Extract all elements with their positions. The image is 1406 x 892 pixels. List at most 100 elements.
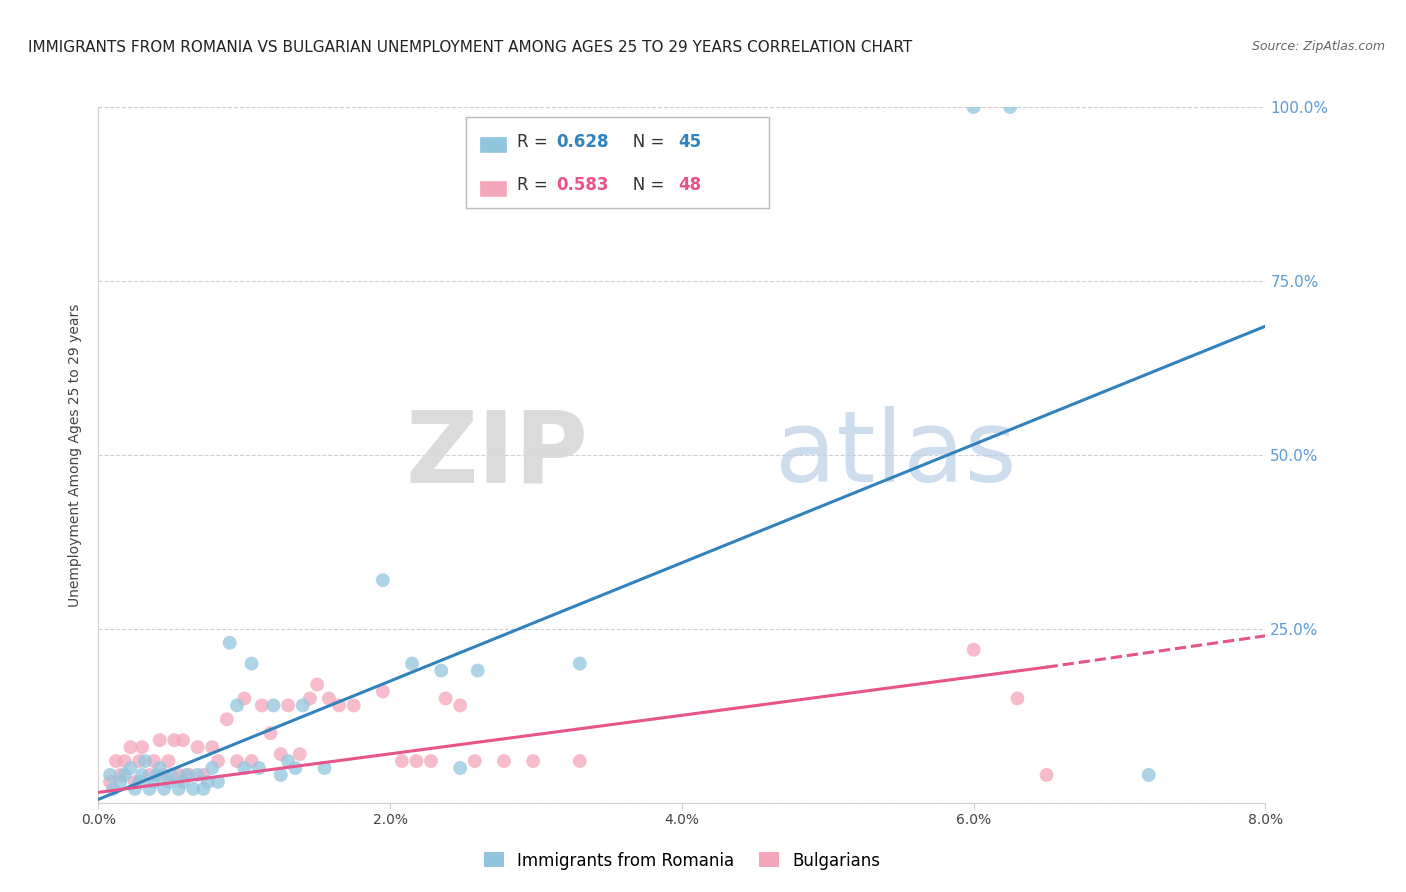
Point: [314, 761, 336, 775]
Point: [187, 768, 209, 782]
Point: [153, 768, 176, 782]
Point: [174, 768, 197, 782]
Point: [98, 775, 121, 789]
Text: R =: R =: [517, 177, 554, 194]
Point: [201, 740, 224, 755]
Point: [193, 768, 215, 782]
Point: [277, 754, 299, 768]
Point: [568, 657, 591, 671]
Point: [226, 698, 249, 713]
Point: [962, 100, 984, 114]
Point: [124, 781, 146, 796]
FancyBboxPatch shape: [479, 137, 506, 153]
Point: [401, 657, 423, 671]
Point: [160, 768, 183, 782]
Point: [131, 768, 153, 782]
Point: [371, 573, 394, 587]
Point: [167, 768, 190, 782]
Legend: Immigrants from Romania, Bulgarians: Immigrants from Romania, Bulgarians: [475, 843, 889, 878]
Text: 48: 48: [679, 177, 702, 194]
Point: [207, 754, 229, 768]
Point: [262, 698, 284, 713]
Point: [492, 754, 515, 768]
Text: 0.583: 0.583: [555, 177, 609, 194]
Point: [163, 733, 186, 747]
Point: [568, 754, 591, 768]
Point: [124, 775, 146, 789]
Point: [149, 733, 172, 747]
Text: atlas: atlas: [775, 407, 1017, 503]
Point: [284, 761, 307, 775]
Point: [259, 726, 281, 740]
Point: [197, 775, 219, 789]
Point: [270, 747, 292, 761]
Point: [120, 740, 142, 755]
Point: [104, 754, 127, 768]
Point: [201, 761, 224, 775]
Point: [434, 691, 457, 706]
Text: N =: N =: [617, 177, 669, 194]
Point: [128, 775, 150, 789]
Point: [449, 761, 471, 775]
Point: [172, 775, 194, 789]
Text: Source: ZipAtlas.com: Source: ZipAtlas.com: [1251, 40, 1385, 54]
Point: [114, 754, 136, 768]
Point: [270, 768, 292, 782]
Point: [247, 761, 270, 775]
Point: [172, 733, 194, 747]
Point: [207, 775, 229, 789]
Point: [371, 684, 394, 698]
Point: [1137, 768, 1160, 782]
Point: [187, 740, 209, 755]
Point: [328, 698, 350, 713]
Point: [134, 754, 156, 768]
Point: [110, 775, 132, 789]
Point: [298, 691, 321, 706]
Point: [318, 691, 340, 706]
Point: [146, 768, 169, 782]
Point: [405, 754, 427, 768]
Point: [226, 754, 249, 768]
Point: [430, 664, 453, 678]
Text: R =: R =: [517, 133, 554, 151]
Text: 0.628: 0.628: [555, 133, 609, 151]
Point: [142, 775, 165, 789]
Point: [101, 781, 124, 796]
Point: [177, 768, 200, 782]
Point: [181, 781, 204, 796]
Point: [1035, 768, 1057, 782]
FancyBboxPatch shape: [465, 118, 769, 208]
Point: [233, 761, 256, 775]
Point: [157, 775, 180, 789]
Text: 45: 45: [679, 133, 702, 151]
Point: [131, 740, 153, 755]
Point: [391, 754, 413, 768]
Point: [467, 664, 489, 678]
Point: [149, 761, 172, 775]
Point: [193, 781, 215, 796]
Point: [114, 768, 136, 782]
Text: ZIP: ZIP: [406, 407, 589, 503]
Point: [218, 636, 240, 650]
Point: [343, 698, 366, 713]
Point: [464, 754, 486, 768]
Point: [288, 747, 311, 761]
Text: IMMIGRANTS FROM ROMANIA VS BULGARIAN UNEMPLOYMENT AMONG AGES 25 TO 29 YEARS CORR: IMMIGRANTS FROM ROMANIA VS BULGARIAN UNE…: [28, 40, 912, 55]
Point: [215, 712, 238, 726]
Point: [250, 698, 273, 713]
Point: [307, 677, 329, 691]
Point: [120, 761, 142, 775]
FancyBboxPatch shape: [479, 181, 506, 196]
Point: [291, 698, 314, 713]
Point: [138, 768, 160, 782]
Point: [167, 781, 190, 796]
Point: [233, 691, 256, 706]
Point: [157, 754, 180, 768]
Point: [98, 768, 121, 782]
Point: [420, 754, 443, 768]
Point: [138, 781, 160, 796]
Point: [1007, 691, 1029, 706]
Point: [110, 768, 132, 782]
Point: [240, 657, 263, 671]
Point: [962, 642, 984, 657]
